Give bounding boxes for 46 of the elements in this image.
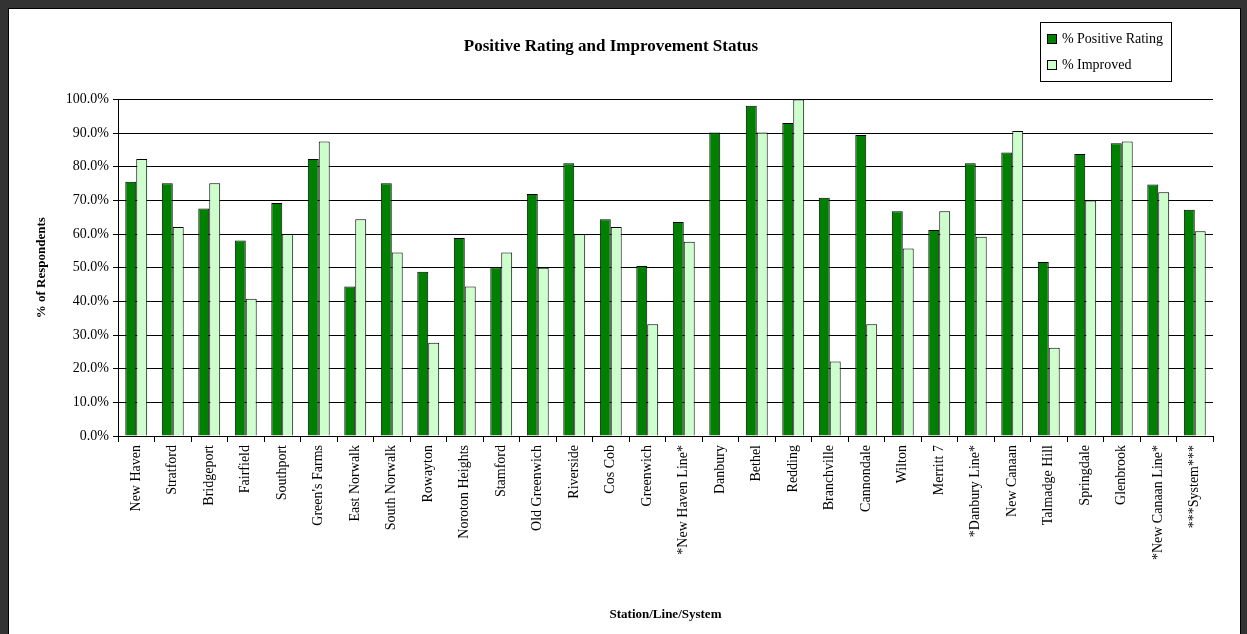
x-tick-label: *New Canaan Line* [1149, 445, 1165, 561]
x-tick-label: Springdale [1076, 445, 1092, 506]
x-tick-label: Green's Farms [310, 445, 326, 526]
x-tick-label: Branchville [821, 445, 837, 511]
x-axis-title: Station/Line/System [609, 605, 722, 621]
y-tick-label: 90.0% [72, 124, 110, 140]
y-tick-label: 0.0% [79, 427, 110, 443]
x-tick-label: South Norwalk [383, 445, 399, 531]
x-tick-label: Stamford [492, 445, 508, 498]
y-axis-title: % of Respondents [33, 217, 49, 319]
x-tick-label: Rowayton [419, 445, 435, 503]
x-tick-label: Cos Cob [602, 445, 618, 494]
y-tick-label: 10.0% [72, 394, 110, 410]
x-tick-label: East Norwalk [346, 445, 362, 522]
x-tick-label: Riverside [565, 445, 581, 499]
legend-label: % Improved [1061, 57, 1132, 73]
x-tick-label: ***System*** [1186, 445, 1202, 529]
y-tick-label: 70.0% [72, 192, 110, 208]
x-tick-label: Wilton [894, 445, 910, 484]
x-tick-label: *New Haven Line* [675, 445, 691, 555]
x-tick-label: Talmadge Hill [1040, 444, 1056, 526]
y-tick-label: 100.0% [65, 91, 110, 107]
x-tick-label: Cannondale [857, 445, 873, 512]
x-tick-label: Bethel [748, 444, 764, 482]
x-tick-label: New Canaan [1003, 445, 1019, 517]
y-tick-label: 20.0% [72, 360, 110, 376]
y-tick-label: 50.0% [72, 259, 110, 275]
x-tick-label: Southport [273, 444, 289, 501]
x-tick-label: Danbury [711, 445, 727, 494]
y-tick-label: 30.0% [72, 326, 110, 342]
x-tick-label: *Danbury Line* [967, 445, 983, 538]
legend-label: % Positive Rating [1061, 31, 1163, 47]
x-tick-label: Noroton Heights [456, 445, 472, 539]
x-tick-label: Greenwich [638, 445, 654, 507]
x-tick-label: Redding [784, 445, 800, 493]
x-tick-label: Stratford [164, 445, 180, 495]
y-tick-label: 60.0% [72, 225, 110, 241]
y-tick-label: 80.0% [72, 158, 110, 174]
y-tick-label: 40.0% [72, 293, 110, 309]
x-tick-label: Fairfield [237, 445, 253, 494]
chart-title: Positive Rating and Improvement Status [463, 35, 759, 55]
x-tick-label: Merritt 7 [930, 445, 946, 496]
x-tick-label: Old Greenwich [529, 445, 545, 531]
x-tick-label: New Haven [127, 445, 143, 512]
x-tick-label: Bridgeport [200, 444, 216, 506]
x-tick-label: Glenbrook [1113, 445, 1129, 505]
